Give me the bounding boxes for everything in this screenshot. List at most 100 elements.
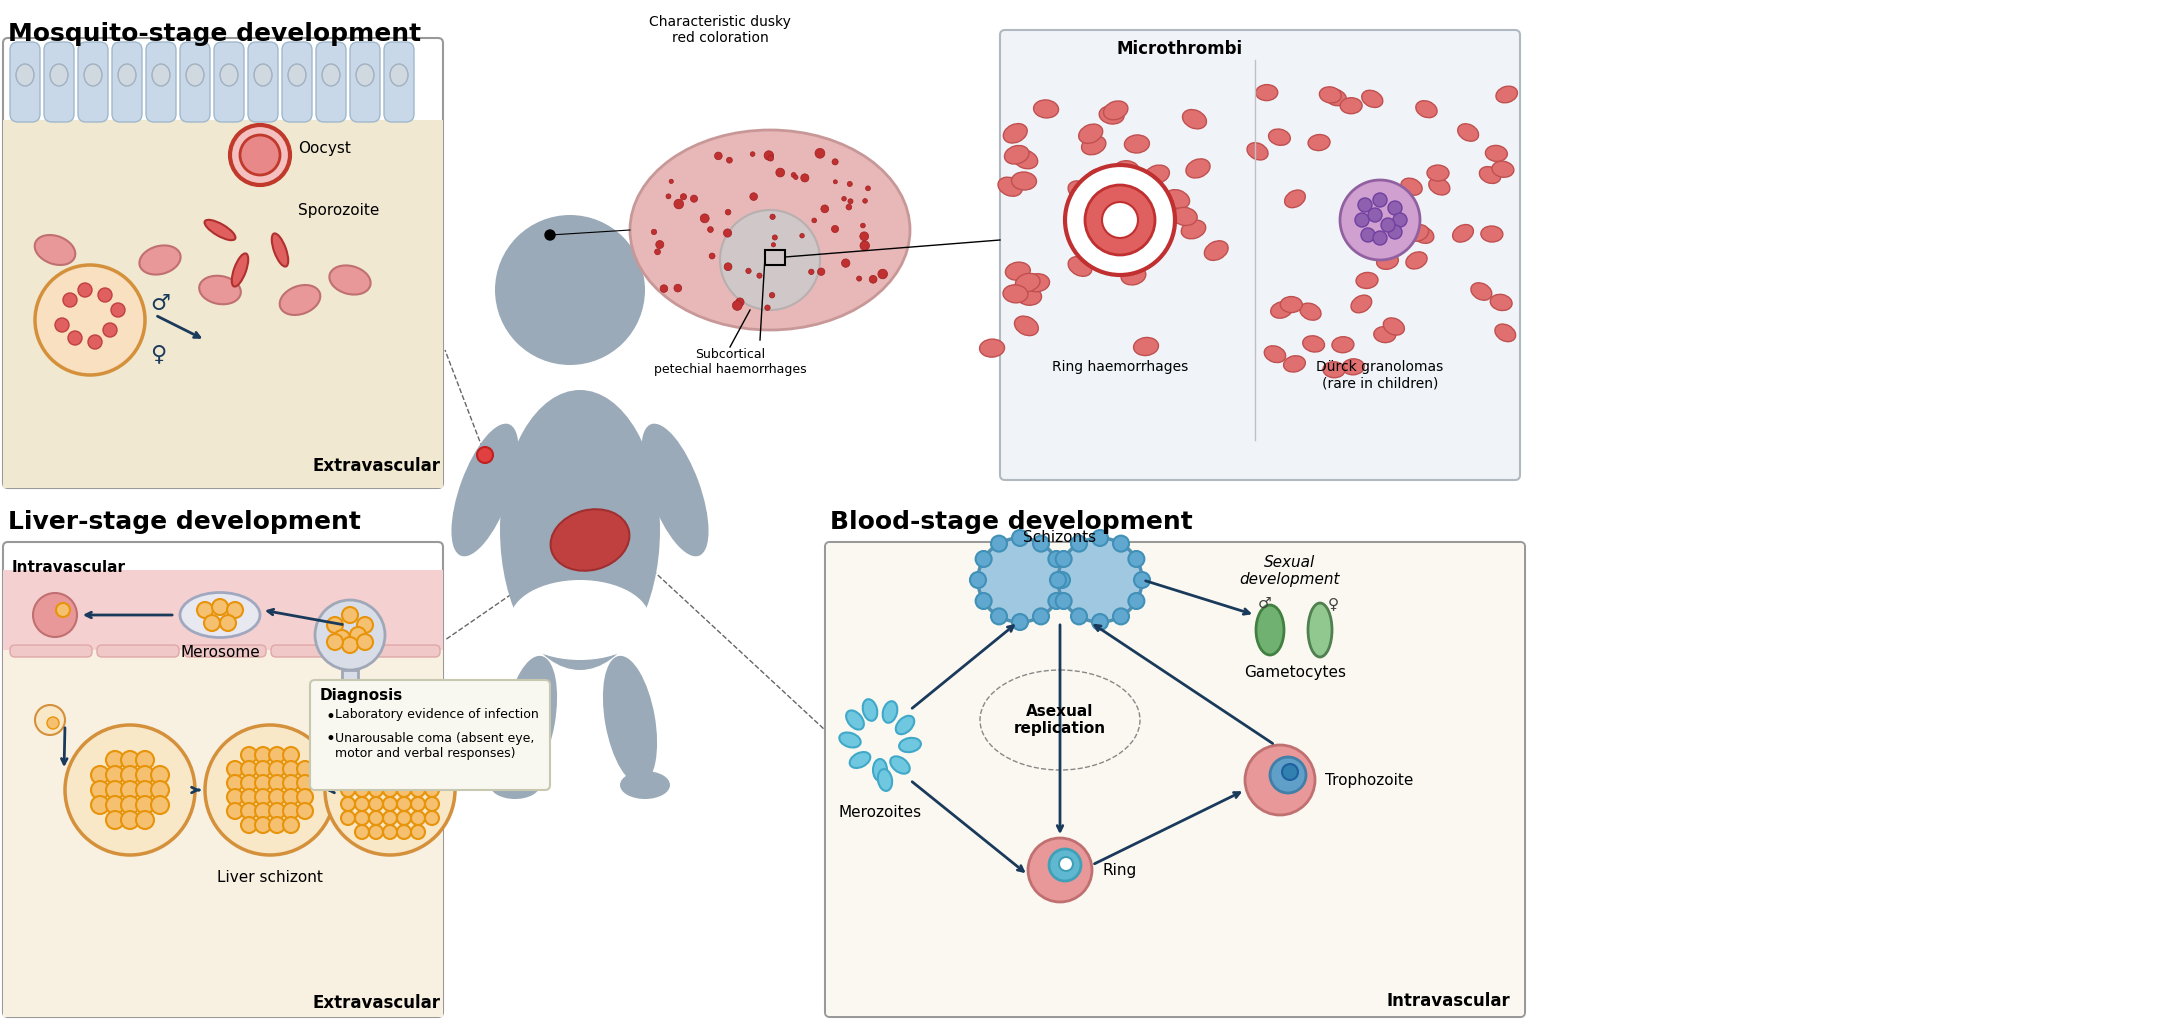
Circle shape <box>111 303 124 317</box>
Circle shape <box>700 214 709 223</box>
Circle shape <box>283 789 298 805</box>
Ellipse shape <box>846 711 863 729</box>
Circle shape <box>724 210 731 215</box>
Circle shape <box>792 173 796 178</box>
Circle shape <box>863 198 868 203</box>
Circle shape <box>98 288 111 302</box>
Ellipse shape <box>720 210 820 310</box>
Circle shape <box>681 194 687 200</box>
Text: Sexual
development: Sexual development <box>1240 555 1340 587</box>
FancyBboxPatch shape <box>213 42 244 122</box>
Ellipse shape <box>1185 159 1209 178</box>
Circle shape <box>383 797 398 811</box>
FancyBboxPatch shape <box>2 570 444 650</box>
Ellipse shape <box>50 64 67 86</box>
Ellipse shape <box>1033 100 1059 118</box>
Ellipse shape <box>1103 238 1127 258</box>
Ellipse shape <box>1429 178 1451 195</box>
Text: Gametocytes: Gametocytes <box>1244 665 1346 680</box>
FancyBboxPatch shape <box>111 42 141 122</box>
Circle shape <box>91 766 109 784</box>
Circle shape <box>355 769 370 783</box>
Circle shape <box>1129 593 1144 609</box>
Circle shape <box>298 761 313 777</box>
Circle shape <box>977 551 992 567</box>
Circle shape <box>150 796 170 814</box>
Circle shape <box>424 769 439 783</box>
Text: Liver schizont: Liver schizont <box>218 870 322 885</box>
Circle shape <box>226 789 244 805</box>
Ellipse shape <box>1166 190 1190 208</box>
Text: •: • <box>324 708 335 726</box>
Circle shape <box>735 298 744 306</box>
Ellipse shape <box>1014 316 1037 336</box>
Circle shape <box>800 233 805 238</box>
Circle shape <box>398 741 411 755</box>
Ellipse shape <box>1457 124 1479 142</box>
Circle shape <box>1114 536 1129 551</box>
Circle shape <box>816 148 824 158</box>
Ellipse shape <box>1114 160 1140 179</box>
Circle shape <box>137 796 154 814</box>
Circle shape <box>107 781 124 799</box>
Ellipse shape <box>1172 207 1196 226</box>
Ellipse shape <box>1325 89 1346 106</box>
Circle shape <box>383 811 398 825</box>
Circle shape <box>866 186 870 191</box>
Circle shape <box>833 159 837 165</box>
Ellipse shape <box>1355 272 1379 289</box>
Circle shape <box>107 766 124 784</box>
Ellipse shape <box>1416 101 1438 118</box>
Circle shape <box>842 259 850 267</box>
Circle shape <box>270 789 285 805</box>
Ellipse shape <box>1496 86 1518 103</box>
Circle shape <box>150 766 170 784</box>
Circle shape <box>1340 180 1420 260</box>
Ellipse shape <box>1307 603 1331 657</box>
Circle shape <box>411 811 424 825</box>
FancyBboxPatch shape <box>385 42 413 122</box>
Ellipse shape <box>1492 161 1514 178</box>
Circle shape <box>241 803 257 819</box>
Circle shape <box>204 615 220 631</box>
Circle shape <box>198 602 213 618</box>
Ellipse shape <box>1144 165 1170 184</box>
Circle shape <box>283 747 298 763</box>
Circle shape <box>270 761 285 777</box>
Ellipse shape <box>1181 220 1205 239</box>
Ellipse shape <box>1342 358 1364 375</box>
Circle shape <box>241 775 257 791</box>
Text: Characteristic dusky
red coloration: Characteristic dusky red coloration <box>648 15 792 45</box>
Text: Intravascular: Intravascular <box>13 560 126 575</box>
Circle shape <box>298 803 313 819</box>
Circle shape <box>254 789 272 805</box>
Circle shape <box>370 769 383 783</box>
Ellipse shape <box>1281 297 1303 312</box>
Circle shape <box>122 781 139 799</box>
FancyBboxPatch shape <box>1000 30 1520 480</box>
Circle shape <box>709 253 716 259</box>
Ellipse shape <box>1307 135 1331 151</box>
Circle shape <box>424 811 439 825</box>
Bar <box>341 670 359 700</box>
Circle shape <box>1392 213 1407 227</box>
Ellipse shape <box>181 593 261 638</box>
Ellipse shape <box>1133 338 1159 355</box>
Circle shape <box>254 761 272 777</box>
Circle shape <box>226 803 244 819</box>
FancyBboxPatch shape <box>826 543 1525 1016</box>
Circle shape <box>1048 551 1064 567</box>
Circle shape <box>398 825 411 839</box>
Circle shape <box>757 273 761 278</box>
Circle shape <box>254 817 272 833</box>
Text: Blood-stage development: Blood-stage development <box>831 510 1192 534</box>
Ellipse shape <box>998 178 1022 196</box>
Circle shape <box>726 157 733 163</box>
Ellipse shape <box>620 771 670 799</box>
Circle shape <box>1055 593 1072 609</box>
Circle shape <box>270 775 285 791</box>
Circle shape <box>770 293 774 298</box>
Ellipse shape <box>872 759 887 781</box>
Circle shape <box>241 761 257 777</box>
Ellipse shape <box>35 235 76 265</box>
